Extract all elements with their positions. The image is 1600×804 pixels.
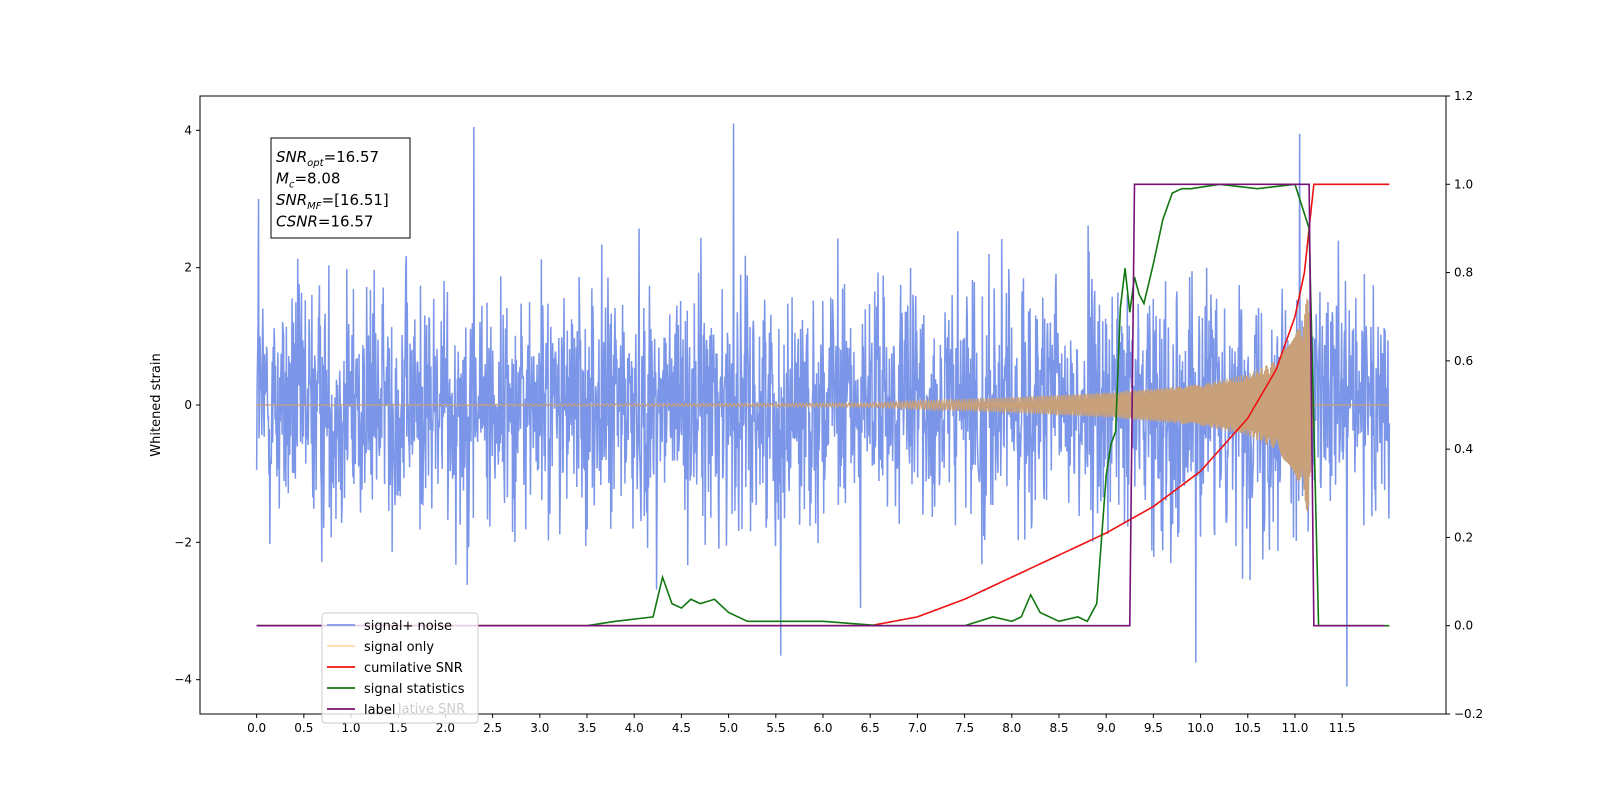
x-tick-label: 0.0 (247, 721, 266, 735)
left-y-axis: −4 −2 0 2 4 (174, 123, 200, 687)
x-tick-label: 4.5 (672, 721, 691, 735)
x-tick-label: 6.0 (813, 721, 832, 735)
x-tick-label: 6.5 (861, 721, 880, 735)
annotation-line: Mc=8.08 (276, 170, 340, 191)
x-tick-label: 11.5 (1329, 721, 1356, 735)
legend-entry: signal only (364, 640, 434, 655)
legend-entry: cumilative SNR (364, 661, 463, 676)
right-tick-label: 0.4 (1454, 442, 1473, 456)
legend: lative SNR signal+ noise signal only cumil… (321, 612, 479, 724)
left-tick-label: −4 (174, 673, 192, 687)
x-tick-label: 3.5 (577, 721, 596, 735)
x-tick-label: 9.0 (1097, 721, 1116, 735)
right-tick-label: −0.2 (1454, 707, 1483, 721)
x-tick-label: 3.0 (530, 721, 549, 735)
x-tick-label: 7.5 (955, 721, 974, 735)
right-tick-label: 1.0 (1454, 177, 1473, 191)
right-tick-label: 1.2 (1454, 89, 1473, 103)
x-tick-label: 10.0 (1187, 721, 1214, 735)
x-tick-label: 9.5 (1144, 721, 1163, 735)
x-tick-label: 5.0 (719, 721, 738, 735)
legend-entry: label (364, 703, 395, 718)
legend-overlap-text: lative SNR (398, 702, 465, 717)
right-y-axis: −0.2 0.0 0.2 0.4 0.6 0.8 1.0 1.2 (1446, 89, 1483, 721)
annotation-line: SNRMF=[16.51] (276, 191, 389, 212)
x-tick-label: 5.5 (766, 721, 785, 735)
left-tick-label: 4 (184, 123, 192, 137)
right-tick-label: 0.0 (1454, 619, 1473, 633)
annotation-line: CSNR=16.57 (276, 213, 373, 231)
annotation-line: SNRopt=16.57 (276, 148, 379, 169)
right-tick-label: 0.2 (1454, 530, 1473, 544)
x-tick-label: 7.0 (908, 721, 927, 735)
series-signal-statistics (256, 183, 1390, 627)
annotation-box: SNRopt=16.57Mc=8.08SNRMF=[16.51]CSNR=16.… (270, 137, 411, 239)
series-signal-noise (255, 123, 1391, 687)
right-tick-label: 0.8 (1454, 266, 1473, 280)
x-tick-label: 1.5 (389, 721, 408, 735)
x-tick-label: 4.0 (625, 721, 644, 735)
y-axis-label: Whitened strain (149, 353, 164, 456)
series-signal-only (256, 298, 1390, 512)
left-tick-label: −2 (174, 535, 192, 549)
legend-entry: signal statistics (364, 682, 465, 697)
legend-entry: signal+ noise (364, 619, 452, 634)
x-tick-label: 1.0 (341, 721, 360, 735)
right-tick-label: 0.6 (1454, 354, 1473, 368)
x-tick-label: 11.0 (1282, 721, 1309, 735)
x-tick-label: 8.0 (1002, 721, 1021, 735)
x-tick-label: 8.5 (1049, 721, 1068, 735)
x-tick-label: 10.5 (1234, 721, 1261, 735)
series-label (256, 183, 1385, 627)
x-tick-label: 2.5 (483, 721, 502, 735)
x-tick-label: 0.5 (294, 721, 313, 735)
x-tick-label: 2.0 (436, 721, 455, 735)
left-tick-label: 0 (184, 398, 192, 412)
left-tick-label: 2 (184, 261, 192, 275)
x-axis: 0.0 0.5 1.0 1.5 2.0 2.5 3.0 3.5 4.0 4.5 5.0 5.5 6.0 6… (247, 714, 1356, 735)
